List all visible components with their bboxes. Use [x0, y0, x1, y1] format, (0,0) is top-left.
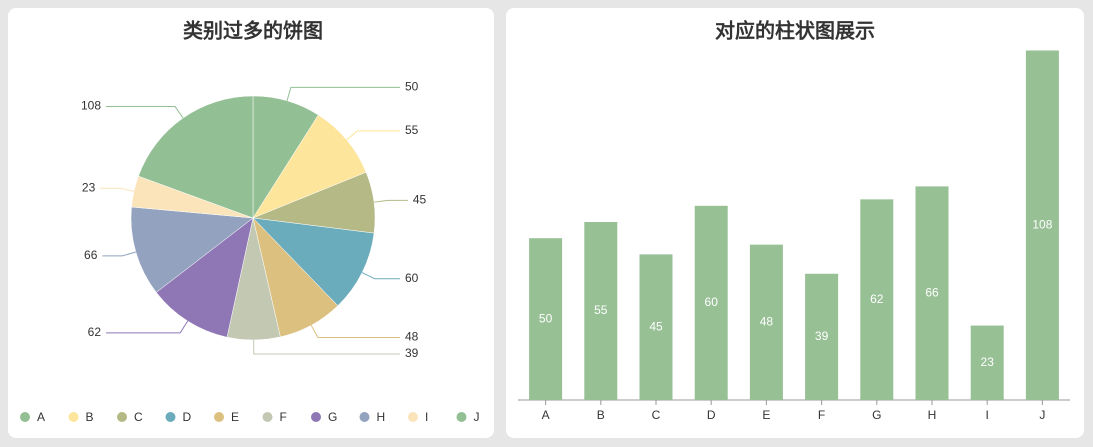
- chart-title: 类别过多的饼图: [183, 18, 323, 42]
- data-label: 66: [84, 248, 98, 262]
- legend-label: D: [183, 410, 192, 424]
- leader-line: [106, 320, 189, 334]
- bar: [1025, 50, 1059, 401]
- bar: [584, 222, 618, 400]
- data-label: 39: [405, 346, 419, 360]
- leader-line: [102, 251, 136, 257]
- pie-slice: [252, 114, 367, 219]
- data-label: 66: [925, 285, 939, 299]
- x-tick-label: C: [652, 408, 661, 422]
- data-label: 55: [594, 303, 608, 317]
- legend-marker: [68, 412, 79, 422]
- data-label: 60: [705, 295, 719, 309]
- legend-marker: [262, 412, 273, 422]
- legend-marker: [408, 412, 418, 422]
- legend-label: C: [134, 410, 143, 424]
- x-tick-label: I: [986, 408, 989, 422]
- data-label: 60: [405, 271, 419, 285]
- legend-label: H: [377, 410, 386, 424]
- data-label: 108: [1032, 217, 1052, 231]
- leader-line: [253, 339, 400, 355]
- data-label: 62: [870, 292, 884, 306]
- leader-line: [361, 272, 400, 280]
- leader-line: [286, 86, 400, 101]
- data-label: 50: [539, 311, 553, 325]
- x-tick-label: D: [707, 408, 716, 422]
- bar: [639, 254, 673, 400]
- pie-slice: [252, 217, 375, 307]
- bar: [805, 273, 839, 400]
- pie-slice: [138, 95, 254, 219]
- bar: [529, 238, 563, 400]
- leader-line: [106, 106, 184, 119]
- leader-line: [310, 324, 400, 339]
- x-tick-label: B: [597, 408, 605, 422]
- legend-marker: [20, 412, 30, 422]
- x-tick-label: F: [818, 408, 825, 422]
- legend-marker: [214, 412, 224, 422]
- legend-marker: [456, 412, 467, 422]
- x-tick-label: J: [1039, 408, 1045, 422]
- legend-label: B: [86, 410, 94, 424]
- data-label: 48: [405, 330, 419, 344]
- chart-title: 对应的柱状图展示: [715, 18, 875, 42]
- bar: [970, 325, 1004, 400]
- legend-marker: [165, 412, 176, 422]
- legend-label: J: [474, 410, 480, 424]
- data-label: 39: [815, 329, 829, 343]
- data-label: 23: [82, 180, 96, 194]
- bar: [749, 244, 783, 400]
- data-label: 23: [981, 355, 995, 369]
- legend-marker: [311, 412, 321, 422]
- leader-line: [100, 187, 135, 192]
- x-tick-label: E: [762, 408, 770, 422]
- leader-line: [346, 130, 400, 141]
- legend-label: A: [37, 410, 45, 424]
- legend-label: G: [328, 410, 337, 424]
- leader-line: [373, 199, 408, 203]
- x-tick-label: A: [542, 408, 550, 422]
- x-tick-label: G: [872, 408, 881, 422]
- bar: [694, 205, 728, 400]
- data-label: 55: [405, 123, 419, 137]
- bar: [860, 199, 894, 400]
- data-label: 45: [649, 319, 663, 333]
- legend-marker: [359, 412, 370, 422]
- bar: [915, 186, 949, 400]
- data-label: 48: [760, 314, 774, 328]
- legend-marker: [117, 412, 127, 422]
- data-label: 45: [413, 193, 427, 207]
- legend-label: I: [425, 410, 428, 424]
- legend-label: E: [231, 410, 239, 424]
- data-label: 62: [88, 325, 102, 339]
- data-label: 108: [81, 99, 101, 113]
- x-tick-label: H: [928, 408, 937, 422]
- data-label: 50: [405, 80, 419, 94]
- legend-label: F: [280, 410, 287, 424]
